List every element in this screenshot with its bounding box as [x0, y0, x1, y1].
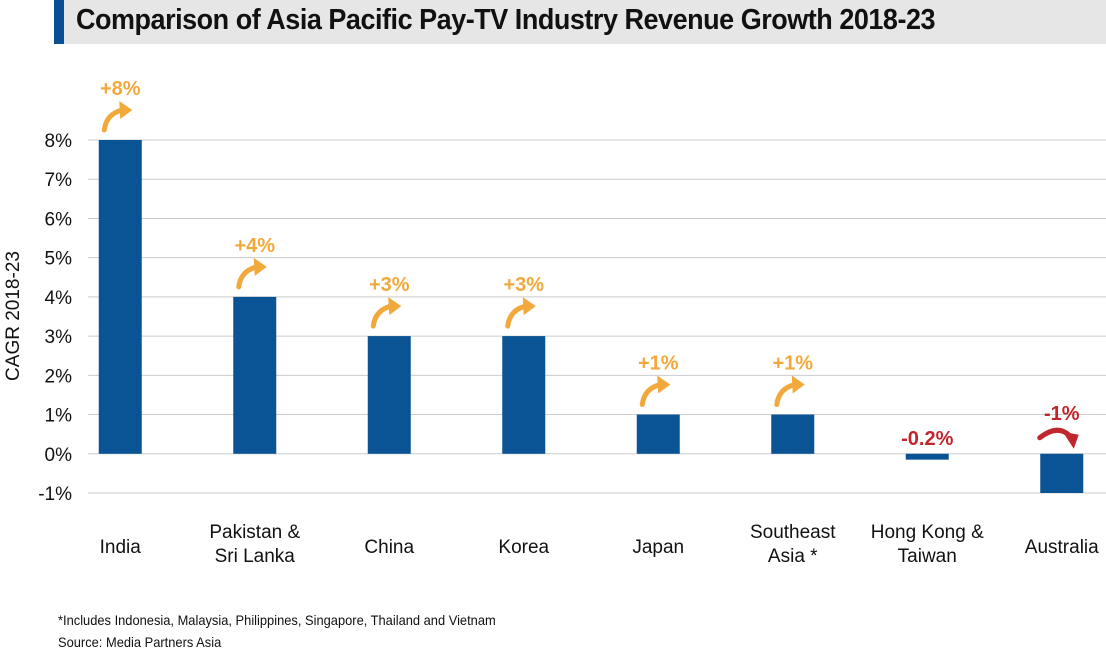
y-tick-label: 2%: [45, 366, 73, 387]
bar: [905, 453, 949, 460]
arrow-head-icon: [253, 257, 267, 276]
data-label: +1%: [638, 353, 679, 375]
bar: [636, 414, 680, 454]
x-category-label: Sri Lanka: [215, 546, 296, 567]
arrow-up-icon: [101, 107, 125, 133]
footnote-note: *Includes Indonesia, Malaysia, Philippin…: [58, 612, 496, 628]
data-label: -0.2%: [901, 428, 953, 450]
x-category-label: Japan: [632, 537, 684, 558]
arrow-head-icon: [522, 297, 536, 316]
bar: [367, 336, 411, 454]
y-tick-label: 4%: [45, 288, 73, 309]
x-category-label: Hong Kong &: [871, 522, 984, 543]
x-category-label: Taiwan: [898, 546, 957, 567]
data-label: +1%: [772, 353, 813, 375]
y-tick-label: 8%: [45, 131, 73, 152]
arrow-head-icon: [791, 375, 805, 394]
arrow-up-icon: [639, 382, 663, 408]
data-label: +3%: [369, 274, 410, 296]
y-tick-label: 3%: [45, 327, 73, 348]
y-tick-label: 1%: [45, 406, 73, 427]
chart-title: Comparison of Asia Pacific Pay-TV Indust…: [76, 4, 936, 36]
title-accent: [54, 0, 64, 44]
x-category-label: Pakistan &: [209, 522, 300, 543]
y-axis-label: CAGR 2018-23: [3, 251, 24, 381]
x-category-label: Asia *: [768, 546, 818, 567]
y-tick-label: 5%: [45, 249, 73, 270]
y-tick-label: -1%: [38, 484, 72, 505]
arrow-head-icon: [388, 297, 402, 316]
bar: [502, 336, 546, 454]
data-label: +3%: [503, 274, 544, 296]
title-bar: [54, 0, 1106, 44]
bar: [1040, 453, 1084, 493]
footnote-source: Source: Media Partners Asia: [58, 634, 222, 650]
x-category-label: Southeast: [750, 522, 836, 543]
arrow-head-icon: [657, 375, 671, 394]
x-category-label: Korea: [498, 537, 549, 558]
y-tick-label: 6%: [45, 209, 73, 230]
arrow-up-icon: [774, 382, 798, 408]
y-tick-label: 0%: [45, 445, 73, 466]
data-label: -1%: [1044, 403, 1080, 425]
arrow-up-icon: [370, 303, 394, 329]
arrow-up-icon: [505, 303, 529, 329]
x-category-label: China: [364, 537, 414, 558]
arrow-up-icon: [236, 264, 260, 290]
x-category-label: Australia: [1025, 537, 1099, 558]
bar: [98, 140, 142, 454]
y-tick-label: 7%: [45, 170, 73, 191]
arrow-head-icon: [119, 101, 133, 119]
data-label: +4%: [234, 235, 275, 257]
bar: [771, 414, 815, 454]
arrow-head-icon: [1062, 431, 1079, 449]
data-label: +8%: [100, 78, 141, 100]
x-category-label: India: [100, 537, 142, 558]
bar: [233, 296, 277, 454]
